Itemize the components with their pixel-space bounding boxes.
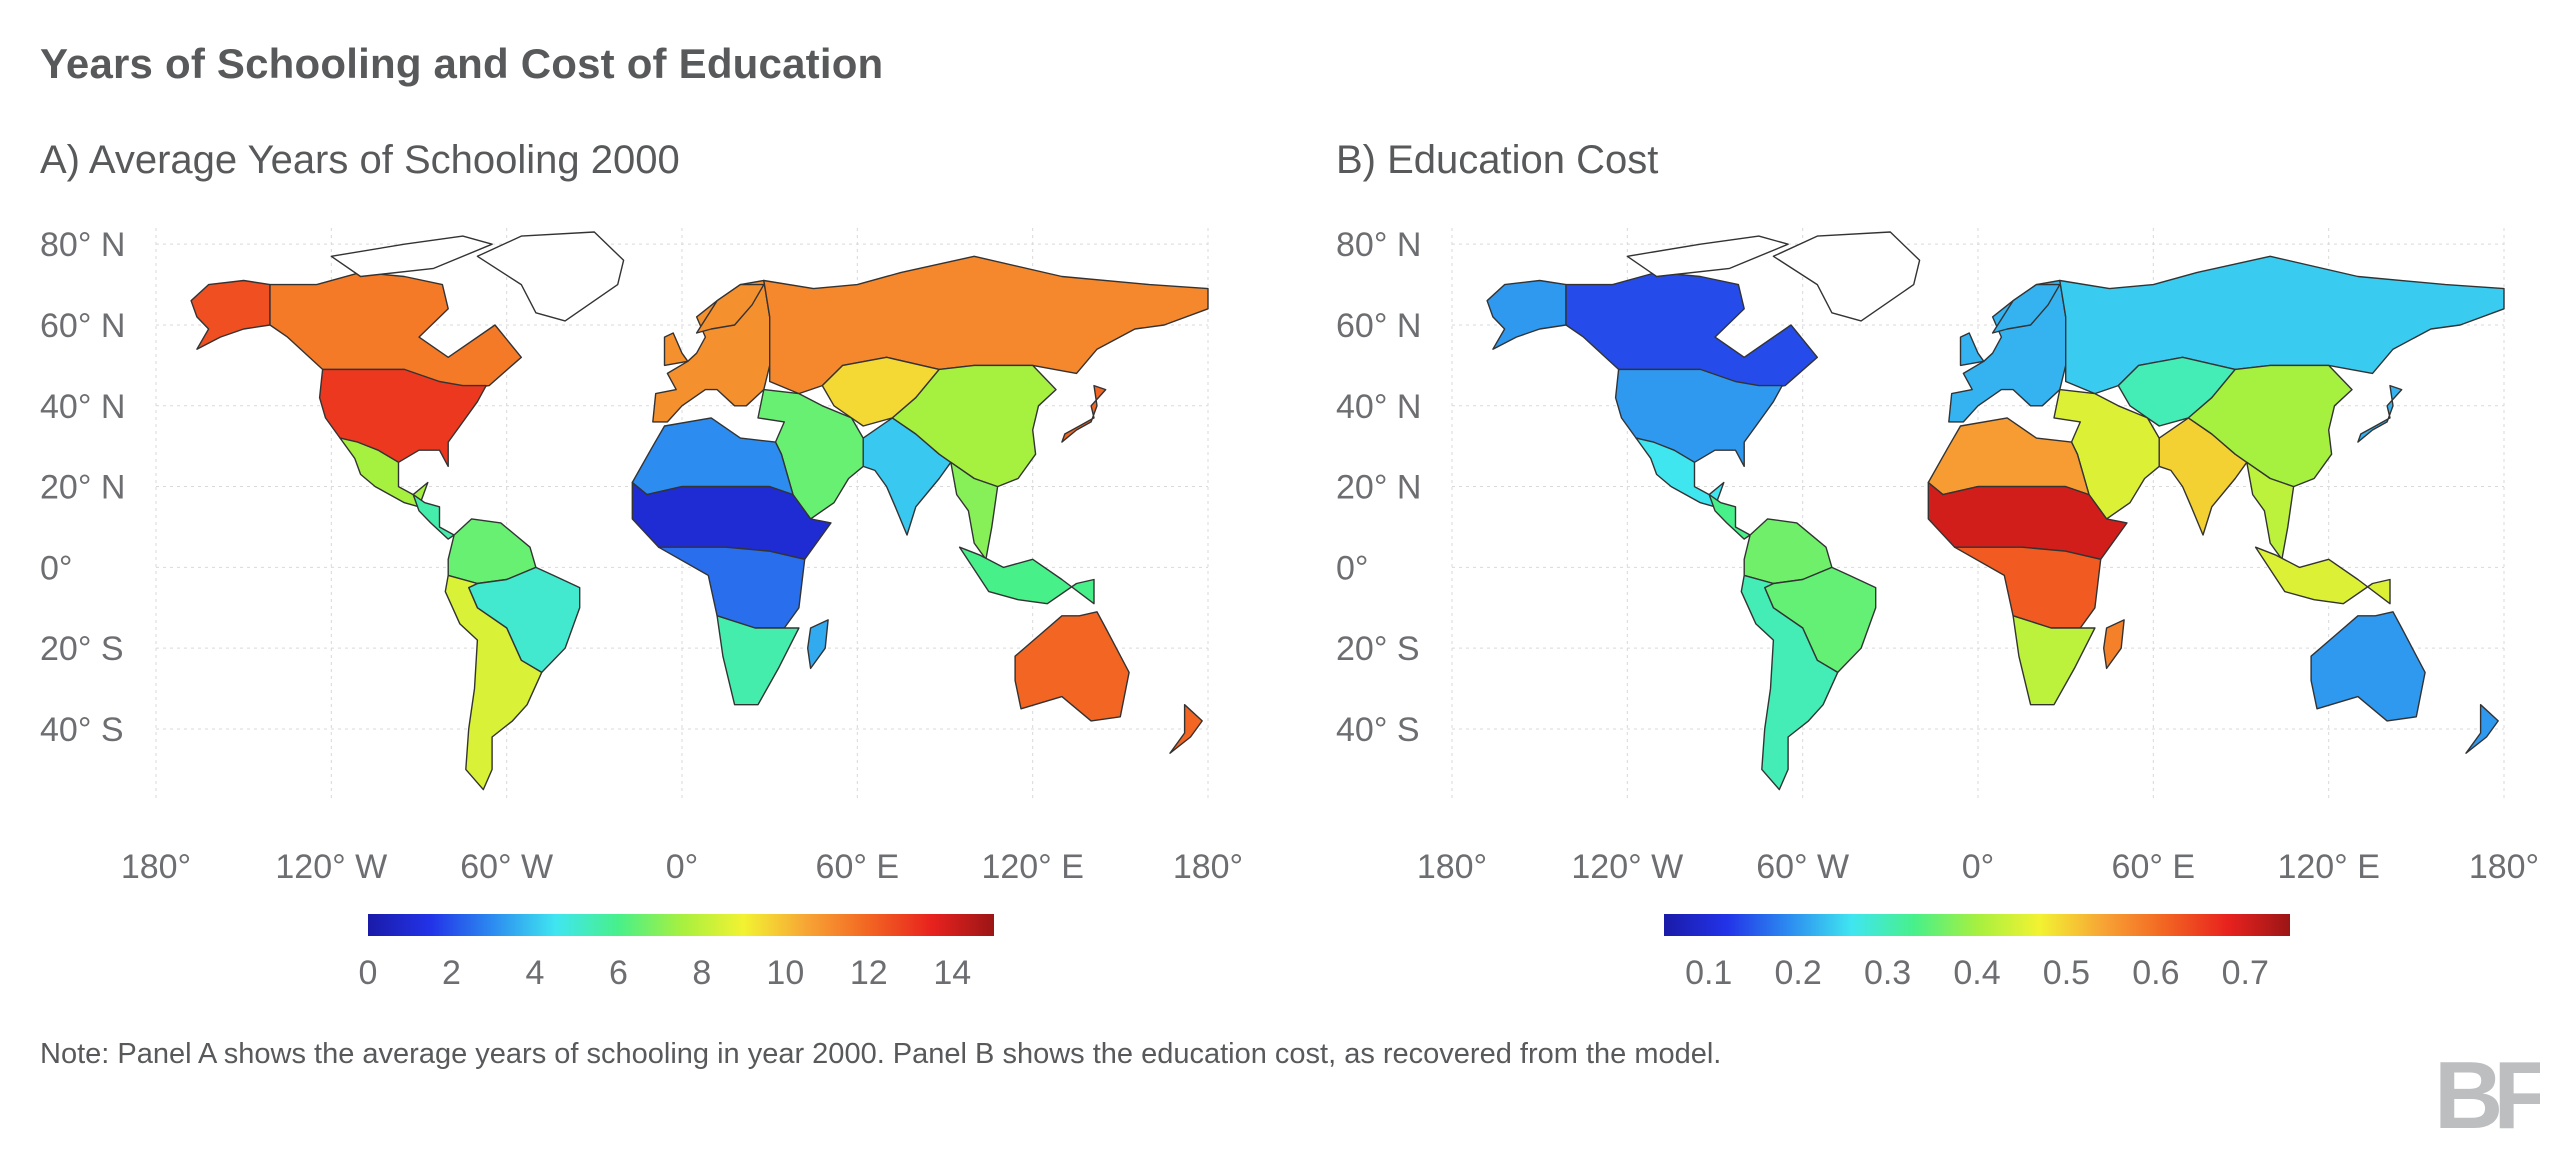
figure-note: Note: Panel A shows the average years of… bbox=[40, 1038, 1722, 1070]
region-mexico bbox=[339, 437, 429, 508]
region-mexico bbox=[1635, 437, 1725, 508]
region-japan bbox=[1061, 384, 1107, 443]
bf-logo-text: BF bbox=[2434, 1042, 2540, 1140]
region-japan bbox=[2357, 384, 2403, 443]
region-united-states bbox=[318, 368, 487, 468]
region-arctic-islands bbox=[1626, 235, 1789, 278]
lon-label: 180° bbox=[2469, 848, 2539, 886]
colorbar-tick-label: 0.7 bbox=[2222, 954, 2269, 992]
region-central-america bbox=[412, 493, 455, 540]
lat-label: 40° S bbox=[40, 711, 124, 749]
region-australia bbox=[2310, 611, 2426, 722]
region-southern-africa bbox=[716, 615, 800, 706]
region-middle-east bbox=[757, 388, 864, 520]
region-indonesia bbox=[2254, 546, 2391, 605]
region-southern-cone bbox=[1740, 574, 1839, 791]
lat-label: 60° N bbox=[40, 307, 125, 345]
region-new-zealand bbox=[1169, 704, 1203, 754]
colorbar-tick-label: 0 bbox=[359, 954, 378, 992]
panel-b-colorbar: 0.1 0.2 0.3 0.4 0.5 0.6 0.7 bbox=[1664, 914, 2290, 992]
colorbar-tick-label: 0.2 bbox=[1775, 954, 1822, 992]
lon-label: 60° W bbox=[460, 848, 553, 886]
region-china bbox=[891, 364, 1057, 488]
lat-label: 0° bbox=[40, 549, 73, 587]
colorbar-gradient bbox=[368, 914, 994, 936]
region-southern-cone bbox=[444, 574, 543, 791]
region-greenland bbox=[476, 231, 625, 322]
region-madagascar bbox=[807, 619, 829, 670]
lat-label: 20° S bbox=[1336, 630, 1420, 668]
colorbar-tick-label: 8 bbox=[692, 954, 711, 992]
colorbar-tick-label: 0.6 bbox=[2132, 954, 2179, 992]
region-arctic-islands bbox=[330, 235, 493, 278]
region-southern-africa bbox=[2012, 615, 2096, 706]
region-canada bbox=[269, 271, 522, 399]
region-australia bbox=[1014, 611, 1130, 722]
colorbar-tick-label: 12 bbox=[850, 954, 888, 992]
lon-label: 120° E bbox=[981, 848, 1083, 886]
region-middle-east bbox=[2053, 388, 2160, 520]
region-scandinavia bbox=[695, 283, 765, 334]
colorbar-tick-label: 0.5 bbox=[2043, 954, 2090, 992]
panel-b-map: 80° N 60° N 40° N 20° N 0° 20° S 40° S 180° 120°… bbox=[1336, 226, 2539, 886]
lat-label: 20° S bbox=[40, 630, 124, 668]
colorbar-tick-label: 0.3 bbox=[1864, 954, 1911, 992]
colorbar-tick-label: 10 bbox=[766, 954, 804, 992]
lat-label: 80° N bbox=[40, 226, 125, 264]
region-united-states bbox=[1614, 368, 1783, 468]
region-alaska bbox=[1486, 279, 1567, 350]
colorbar-tick-label: 0.1 bbox=[1685, 954, 1732, 992]
colorbar-tick-label: 6 bbox=[609, 954, 628, 992]
colorbar-tick-label: 0.4 bbox=[1953, 954, 2000, 992]
panel-b-title: B) Education Cost bbox=[1336, 138, 1659, 182]
region-north-africa bbox=[631, 417, 794, 496]
lon-label: 180° bbox=[1417, 848, 1487, 886]
lon-label: 120° W bbox=[1571, 848, 1683, 886]
region-scandinavia bbox=[1991, 283, 2061, 334]
lat-label: 40° S bbox=[1336, 711, 1420, 749]
region-greenland bbox=[1772, 231, 1921, 322]
figure-title: Years of Schooling and Cost of Education bbox=[40, 40, 884, 87]
lon-label: 0° bbox=[666, 848, 699, 886]
region-uk bbox=[1959, 332, 1985, 367]
region-uk bbox=[663, 332, 689, 367]
panel-a-title: A) Average Years of Schooling 2000 bbox=[40, 138, 680, 182]
bf-logo: BF bbox=[2434, 1042, 2540, 1140]
region-new-zealand bbox=[2465, 704, 2499, 754]
lat-label: 0° bbox=[1336, 549, 1369, 587]
lon-label: 60° W bbox=[1756, 848, 1849, 886]
panel-a: A) Average Years of Schooling 2000 80° N… bbox=[40, 138, 1280, 998]
region-indonesia bbox=[958, 546, 1095, 605]
colorbar-tick-label: 14 bbox=[933, 954, 971, 992]
lon-label: 0° bbox=[1962, 848, 1995, 886]
panel-a-map: 80° N 60° N 40° N 20° N 0° 20° S 40° S 180° 120°… bbox=[40, 226, 1243, 886]
region-madagascar bbox=[2103, 619, 2125, 670]
lon-label: 60° E bbox=[816, 848, 900, 886]
panel-b: B) Education Cost 80° N 60° N 40° N 20° N 0°… bbox=[1336, 138, 2560, 998]
lon-label: 180° bbox=[121, 848, 191, 886]
region-central-africa bbox=[1953, 546, 2102, 629]
region-north-africa bbox=[1927, 417, 2090, 496]
lon-label: 180° bbox=[1173, 848, 1243, 886]
lat-label: 20° N bbox=[1336, 469, 1421, 507]
lat-label: 80° N bbox=[1336, 226, 1421, 264]
lon-label: 60° E bbox=[2112, 848, 2196, 886]
panel-a-colorbar: 0 2 4 6 8 10 12 14 bbox=[359, 914, 994, 992]
region-china bbox=[2187, 364, 2353, 488]
regions bbox=[1486, 231, 2505, 791]
lat-label: 40° N bbox=[40, 388, 125, 426]
region-canada bbox=[1565, 271, 1818, 399]
lon-label: 120° W bbox=[275, 848, 387, 886]
regions bbox=[190, 231, 1209, 791]
region-central-africa bbox=[657, 546, 806, 629]
lat-label: 60° N bbox=[1336, 307, 1421, 345]
lon-label: 120° E bbox=[2277, 848, 2379, 886]
colorbar-tick-label: 4 bbox=[525, 954, 544, 992]
lat-label: 20° N bbox=[40, 469, 125, 507]
colorbar-tick-label: 2 bbox=[442, 954, 461, 992]
region-alaska bbox=[190, 279, 271, 350]
region-central-america bbox=[1708, 493, 1751, 540]
colorbar-gradient bbox=[1664, 914, 2290, 936]
lat-label: 40° N bbox=[1336, 388, 1421, 426]
